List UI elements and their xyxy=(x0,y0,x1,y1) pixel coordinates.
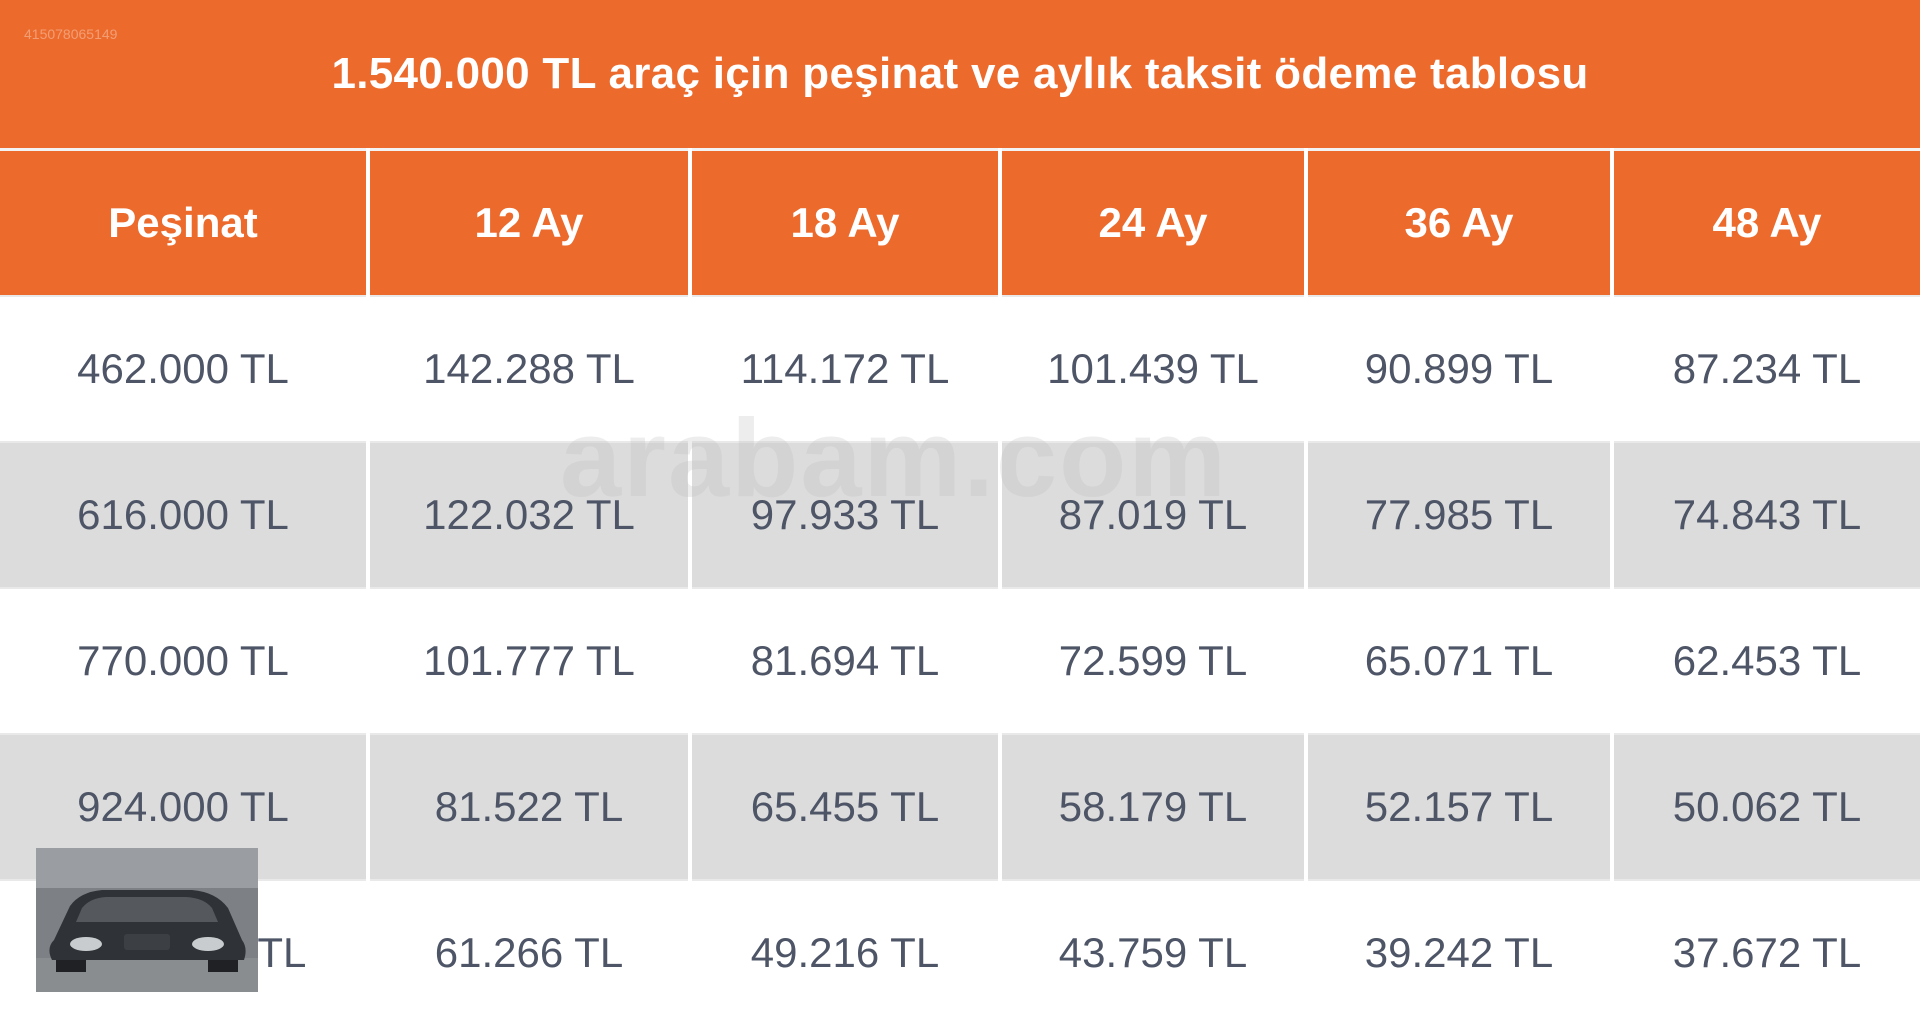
header-downpayment: Peşinat xyxy=(0,148,366,295)
table-cell: 97.933 TL xyxy=(692,441,998,587)
table-cell: 90.899 TL xyxy=(1308,295,1610,441)
header-18-months: 18 Ay xyxy=(692,148,998,295)
header-48-months: 48 Ay xyxy=(1614,148,1920,295)
table-row: 924.000 TL 81.522 TL 65.455 TL 58.179 TL… xyxy=(0,733,1920,879)
table-cell: 49.216 TL xyxy=(692,879,998,1025)
table-cell: 39.242 TL xyxy=(1308,879,1610,1025)
table-cell: 58.179 TL xyxy=(1002,733,1304,879)
table-cell: 62.453 TL xyxy=(1614,587,1920,733)
table-cell: 65.455 TL xyxy=(692,733,998,879)
table-cell: 142.288 TL xyxy=(370,295,688,441)
title-bar: 415078065149 1.540.000 TL araç için peşi… xyxy=(0,0,1920,148)
table-cell: 770.000 TL xyxy=(0,587,366,733)
table-cell: 81.522 TL xyxy=(370,733,688,879)
table-row: 462.000 TL 142.288 TL 114.172 TL 101.439… xyxy=(0,295,1920,441)
table-row: 1.078.000 TL 61.266 TL 49.216 TL 43.759 … xyxy=(0,879,1920,1025)
table-cell: 114.172 TL xyxy=(692,295,998,441)
table-cell: 37.672 TL xyxy=(1614,879,1920,1025)
table-cell: 65.071 TL xyxy=(1308,587,1610,733)
table-cell: 122.032 TL xyxy=(370,441,688,587)
table-cell: 101.439 TL xyxy=(1002,295,1304,441)
corner-id: 415078065149 xyxy=(24,26,118,42)
table-cell: 462.000 TL xyxy=(0,295,366,441)
table-cell: 1.078.000 TL xyxy=(0,879,366,1025)
header-row: Peşinat 12 Ay 18 Ay 24 Ay 36 Ay 48 Ay xyxy=(0,148,1920,295)
table-cell: 72.599 TL xyxy=(1002,587,1304,733)
table-cell: 924.000 TL xyxy=(0,733,366,879)
installment-table: Peşinat 12 Ay 18 Ay 24 Ay 36 Ay 48 Ay 46… xyxy=(0,148,1920,1025)
table-cell: 101.777 TL xyxy=(370,587,688,733)
page-title: 1.540.000 TL araç için peşinat ve aylık … xyxy=(331,49,1589,98)
table-cell: 43.759 TL xyxy=(1002,879,1304,1025)
table-cell: 52.157 TL xyxy=(1308,733,1610,879)
table-cell: 61.266 TL xyxy=(370,879,688,1025)
table-row: 616.000 TL 122.032 TL 97.933 TL 87.019 T… xyxy=(0,441,1920,587)
table-cell: 81.694 TL xyxy=(692,587,998,733)
table-cell: 87.019 TL xyxy=(1002,441,1304,587)
table-cell: 50.062 TL xyxy=(1614,733,1920,879)
header-24-months: 24 Ay xyxy=(1002,148,1304,295)
header-12-months: 12 Ay xyxy=(370,148,688,295)
table-row: 770.000 TL 101.777 TL 81.694 TL 72.599 T… xyxy=(0,587,1920,733)
header-36-months: 36 Ay xyxy=(1308,148,1610,295)
table-cell: 87.234 TL xyxy=(1614,295,1920,441)
table-cell: 616.000 TL xyxy=(0,441,366,587)
table-cell: 74.843 TL xyxy=(1614,441,1920,587)
table-cell: 77.985 TL xyxy=(1308,441,1610,587)
